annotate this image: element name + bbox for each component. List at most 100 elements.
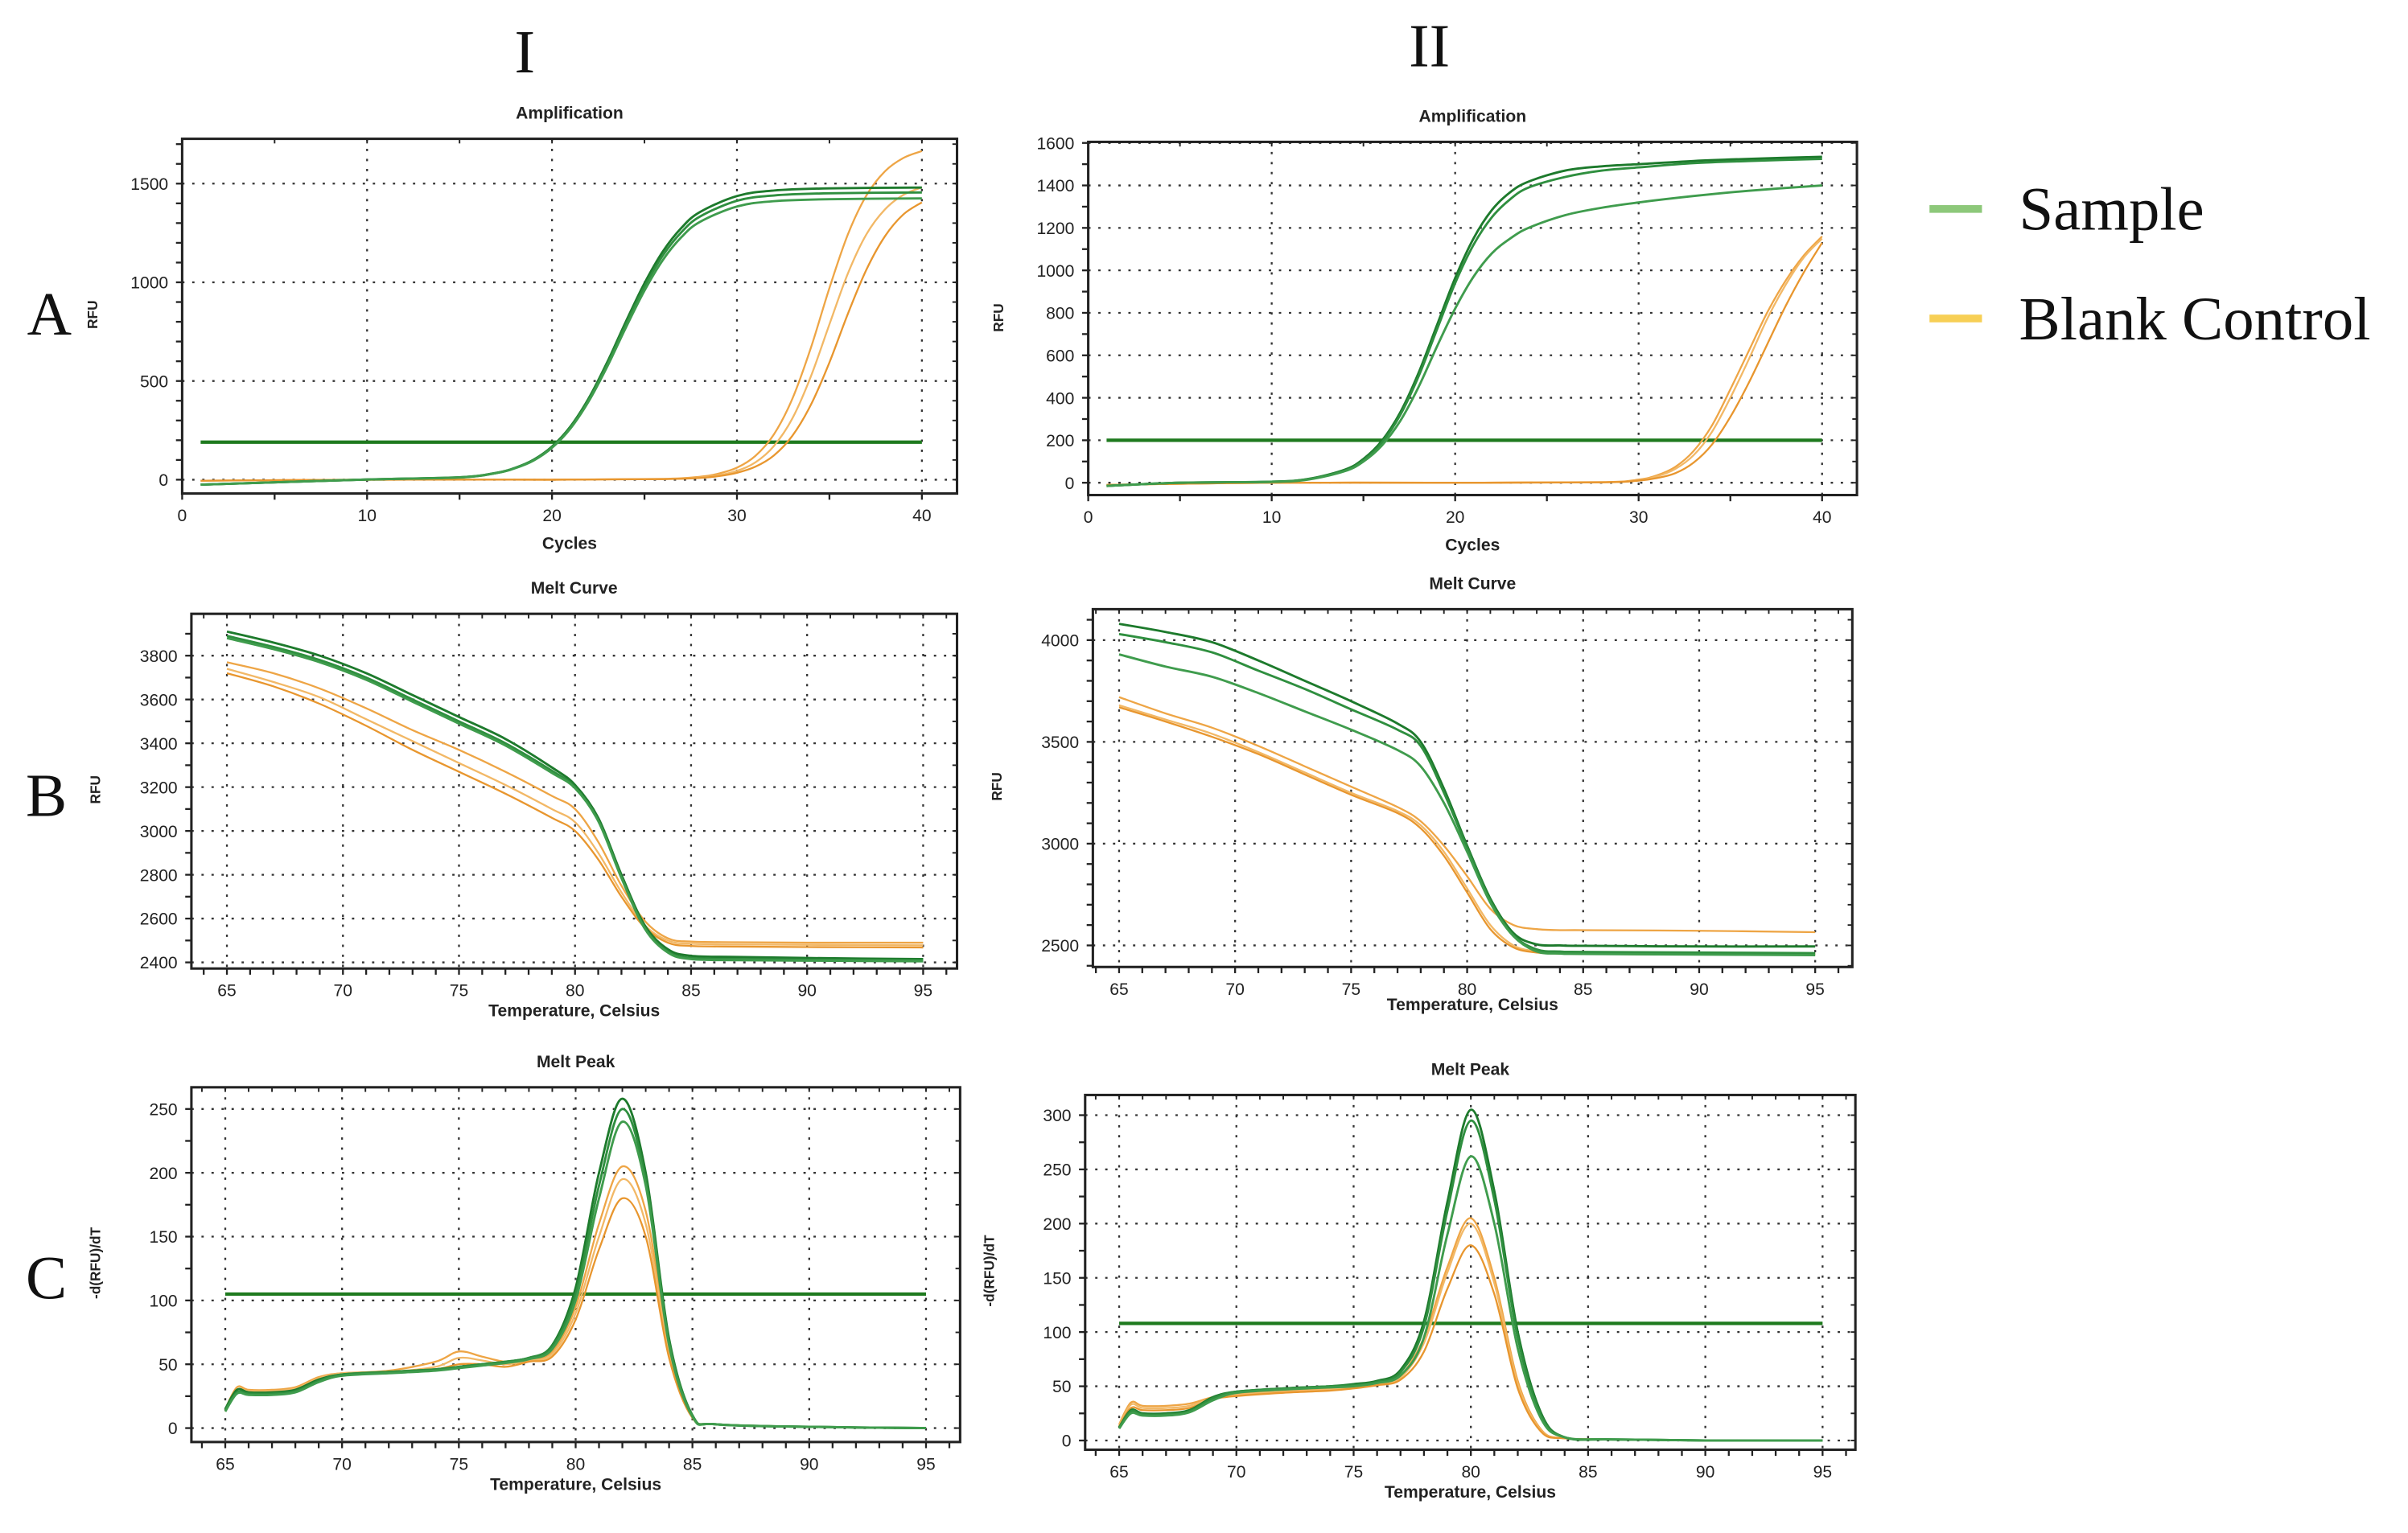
- x-tick-label: 75: [1342, 980, 1360, 999]
- plot-area: 65 70 75 80 85 90 95 2400 2600 2800 3000 3200 3400 36…: [140, 612, 959, 1001]
- x-axis-label: Cycles: [541, 535, 597, 554]
- series-line-sample: [1118, 1155, 1823, 1442]
- x-tick-label: 0: [1084, 508, 1093, 527]
- y-tick-label: 1500: [130, 175, 168, 194]
- y-axis-label: RFU: [989, 772, 1006, 801]
- y-tick-label: 0: [168, 1420, 178, 1438]
- x-tick-label: 30: [1629, 508, 1648, 527]
- x-tick-label: 95: [1805, 980, 1824, 999]
- x-tick-label: 70: [334, 982, 352, 1001]
- series-line-sample: [1118, 632, 1816, 955]
- x-tick-label: 0: [178, 507, 187, 525]
- x-tick-label: 85: [683, 1455, 702, 1473]
- y-tick-label: 200: [149, 1165, 177, 1183]
- series-line-sample: [1106, 184, 1822, 487]
- plot-frame: [1084, 1093, 1857, 1451]
- x-tick-label: 10: [358, 507, 377, 525]
- legend-label: Blank Control: [2019, 283, 2371, 354]
- series-line-sample: [1106, 155, 1822, 487]
- series-line-sample: [1118, 1108, 1823, 1442]
- y-tick-label: 2400: [140, 954, 178, 972]
- x-tick-label: 90: [1690, 980, 1708, 999]
- x-tick-label: 80: [1461, 1463, 1480, 1482]
- y-tick-label: 250: [1043, 1161, 1071, 1180]
- x-tick-label: 75: [1344, 1463, 1363, 1482]
- y-tick-label: 1600: [1036, 134, 1074, 153]
- legend-item-blank-control: Blank Control: [1929, 282, 2371, 355]
- row-label-B: B: [25, 760, 68, 830]
- chart-title: Melt Peak: [536, 1053, 615, 1072]
- y-axis-label: RFU: [88, 775, 104, 804]
- x-axis-label: Cycles: [1445, 536, 1500, 556]
- y-tick-label: 250: [149, 1100, 177, 1119]
- plot-frame: [1091, 607, 1854, 968]
- chart-C-II: Melt Peak Temperature, Celsius -d(RFU)/dT 6…: [982, 1061, 1857, 1502]
- y-tick-label: 3400: [140, 735, 178, 754]
- legend-swatch-blank-control: [1929, 314, 1982, 323]
- chart-C-I: Melt Peak Temperature, Celsius -d(RFU)/dT 6…: [88, 1054, 961, 1494]
- x-tick-label: 85: [1579, 1463, 1597, 1482]
- y-tick-label: 800: [1046, 305, 1074, 323]
- y-tick-label: 100: [149, 1293, 177, 1311]
- plot-area: 65 70 75 80 85 90 95 2500 3000 3500 4000: [1041, 607, 1854, 999]
- chart-title: Melt Curve: [530, 579, 618, 598]
- plot-frame: [190, 1086, 961, 1444]
- series-line-sample: [226, 630, 924, 960]
- chart-title: Amplification: [1418, 108, 1527, 127]
- x-tick-label: 65: [216, 1455, 234, 1473]
- y-tick-label: 3600: [140, 691, 178, 709]
- series-line-blank-control: [1106, 236, 1823, 486]
- chart-A-II: Amplification Cycles RFU 0 10 20 30 40 0 200 400 60…: [991, 108, 1858, 555]
- x-tick-label: 85: [681, 982, 700, 1001]
- y-axis-label: RFU: [990, 302, 1006, 331]
- y-axis-label: -d(RFU)/dT: [982, 1235, 998, 1307]
- x-tick-label: 70: [1225, 980, 1244, 999]
- x-tick-label: 20: [1446, 508, 1464, 527]
- series-line-blank-control: [226, 672, 924, 949]
- y-tick-label: 3500: [1041, 734, 1079, 752]
- series-line-sample: [224, 1120, 926, 1430]
- y-tick-label: 1000: [1036, 262, 1074, 281]
- x-axis-label: Temperature, Celsius: [1384, 1483, 1557, 1502]
- series-line-blank-control: [1118, 1244, 1823, 1442]
- y-axis-label: -d(RFU)/dT: [88, 1227, 104, 1300]
- series-line-sample: [200, 197, 922, 486]
- x-tick-label: 95: [1813, 1463, 1832, 1482]
- x-axis-label: Temperature, Celsius: [488, 1002, 661, 1021]
- x-axis-label: Temperature, Celsius: [1386, 996, 1558, 1015]
- chart-A-I: Amplification Cycles RFU 0 10 20 30 40 0 500 1000 1…: [85, 105, 959, 553]
- y-tick-label: 2500: [1041, 937, 1079, 956]
- series-line-blank-control: [200, 201, 923, 482]
- y-tick-label: 300: [1043, 1107, 1071, 1125]
- y-tick-label: 0: [1065, 475, 1075, 493]
- chart-title: Melt Curve: [1429, 575, 1517, 594]
- column-header-II: II: [1409, 10, 1451, 80]
- series-line-blank-control: [1106, 237, 1823, 486]
- x-tick-label: 10: [1262, 508, 1281, 527]
- x-tick-label: 40: [1813, 508, 1831, 527]
- x-tick-label: 95: [916, 1455, 935, 1473]
- x-tick-label: 90: [800, 1455, 818, 1473]
- x-tick-label: 70: [1227, 1463, 1245, 1482]
- x-tick-label: 85: [1574, 980, 1592, 999]
- plot-area: 65 70 75 80 85 90 95 0 50 100 150 200 250 300: [1043, 1093, 1857, 1482]
- chart-title: Amplification: [516, 105, 624, 124]
- y-tick-label: 3000: [140, 823, 178, 841]
- y-tick-label: 1400: [1036, 177, 1074, 195]
- row-label-C: C: [25, 1243, 68, 1313]
- x-tick-label: 65: [1109, 980, 1128, 999]
- x-tick-label: 90: [797, 982, 816, 1001]
- y-tick-label: 150: [149, 1228, 177, 1247]
- series-line-sample: [1118, 653, 1816, 957]
- x-tick-label: 40: [912, 507, 931, 525]
- x-axis-label: Temperature, Celsius: [490, 1476, 662, 1495]
- y-tick-label: 2600: [140, 910, 178, 929]
- x-tick-label: 75: [450, 982, 468, 1001]
- y-tick-label: 200: [1046, 432, 1074, 450]
- x-tick-label: 80: [566, 982, 584, 1001]
- y-tick-label: 1000: [130, 274, 168, 293]
- series-line-blank-control: [1106, 242, 1823, 486]
- y-tick-label: 0: [158, 471, 168, 490]
